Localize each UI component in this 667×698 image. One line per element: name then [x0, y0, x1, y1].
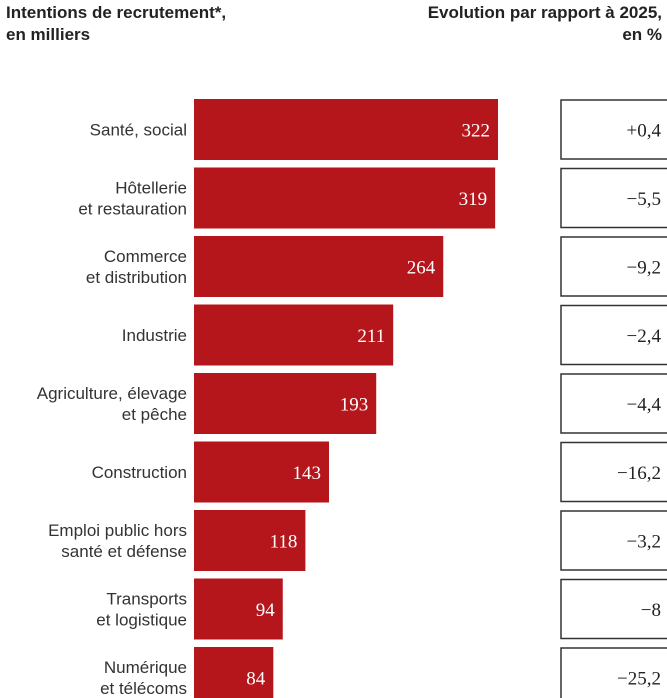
left-header-title: Intentions de recrutement*, — [6, 3, 227, 22]
evolution-box-0 — [560, 99, 667, 160]
category-label-1-line-0: Hôtellerie — [115, 179, 187, 198]
evolution-value-7: −8 — [641, 600, 661, 621]
bar-value-label-5: 143 — [293, 463, 322, 484]
category-label-0: Santé, social — [90, 121, 187, 140]
evolution-box-8 — [560, 647, 667, 698]
evolution-value-4: −4,4 — [627, 395, 662, 416]
evolution-box-6 — [560, 510, 667, 571]
left-header: Intentions de recrutement*, en milliers — [6, 2, 336, 46]
evolution-value-2: −9,2 — [627, 258, 661, 279]
bar-value-label-1: 319 — [459, 189, 488, 210]
bar-3 — [194, 304, 394, 366]
bar-5 — [194, 441, 330, 503]
bar-value-label-3: 211 — [357, 326, 385, 347]
evolution-box-4 — [560, 373, 667, 434]
bar-0 — [194, 99, 498, 160]
evolution-value-5: −16,2 — [617, 463, 661, 484]
category-label-5: Construction — [92, 463, 187, 482]
bar-6 — [194, 510, 306, 571]
bar-value-label-0: 322 — [462, 121, 491, 142]
category-label-3: Industrie — [122, 326, 187, 345]
category-label-7-line-1: et logistique — [96, 611, 187, 630]
category-label-7-line-0: Transports — [106, 590, 187, 609]
bar-value-label-4: 193 — [340, 395, 369, 416]
category-label-8-line-0: Numérique — [104, 658, 187, 677]
evolution-box-2 — [560, 236, 667, 297]
bar-value-label-6: 118 — [270, 532, 298, 553]
evolution-value-8: −25,2 — [617, 669, 661, 690]
evolution-box-3 — [560, 304, 667, 366]
category-label-4-line-1: et pêche — [122, 405, 187, 424]
evolution-box-7 — [560, 578, 667, 640]
right-header: Evolution par rapport à 2025, en % — [342, 2, 662, 46]
bar-7 — [194, 578, 283, 640]
bar-value-label-7: 94 — [256, 600, 276, 621]
evolution-box-1 — [560, 167, 667, 229]
category-label-8-line-1: et télécoms — [100, 679, 187, 698]
category-label-4-line-0: Agriculture, élevage — [37, 384, 187, 403]
evolution-box-5 — [560, 441, 667, 503]
left-header-unit: en milliers — [6, 25, 91, 44]
category-label-1-line-1: et restauration — [78, 200, 187, 219]
category-label-6-line-1: santé et défense — [61, 542, 187, 561]
category-label-2-line-0: Commerce — [104, 247, 187, 266]
evolution-value-6: −3,2 — [627, 532, 661, 553]
category-label-6-line-0: Emploi public hors — [48, 521, 187, 540]
bar-value-label-2: 264 — [407, 258, 436, 279]
bar-4 — [194, 373, 377, 434]
right-header-unit: en % — [622, 25, 662, 44]
evolution-value-1: −5,5 — [627, 189, 661, 210]
evolution-value-0: +0,4 — [627, 121, 662, 142]
bar-1 — [194, 167, 496, 229]
bar-value-label-8: 84 — [246, 669, 266, 690]
category-label-2-line-1: et distribution — [86, 268, 187, 287]
bar-8 — [194, 647, 274, 698]
bar-2 — [194, 236, 444, 297]
right-header-title: Evolution par rapport à 2025, — [427, 3, 662, 22]
evolution-value-3: −2,4 — [627, 326, 662, 347]
